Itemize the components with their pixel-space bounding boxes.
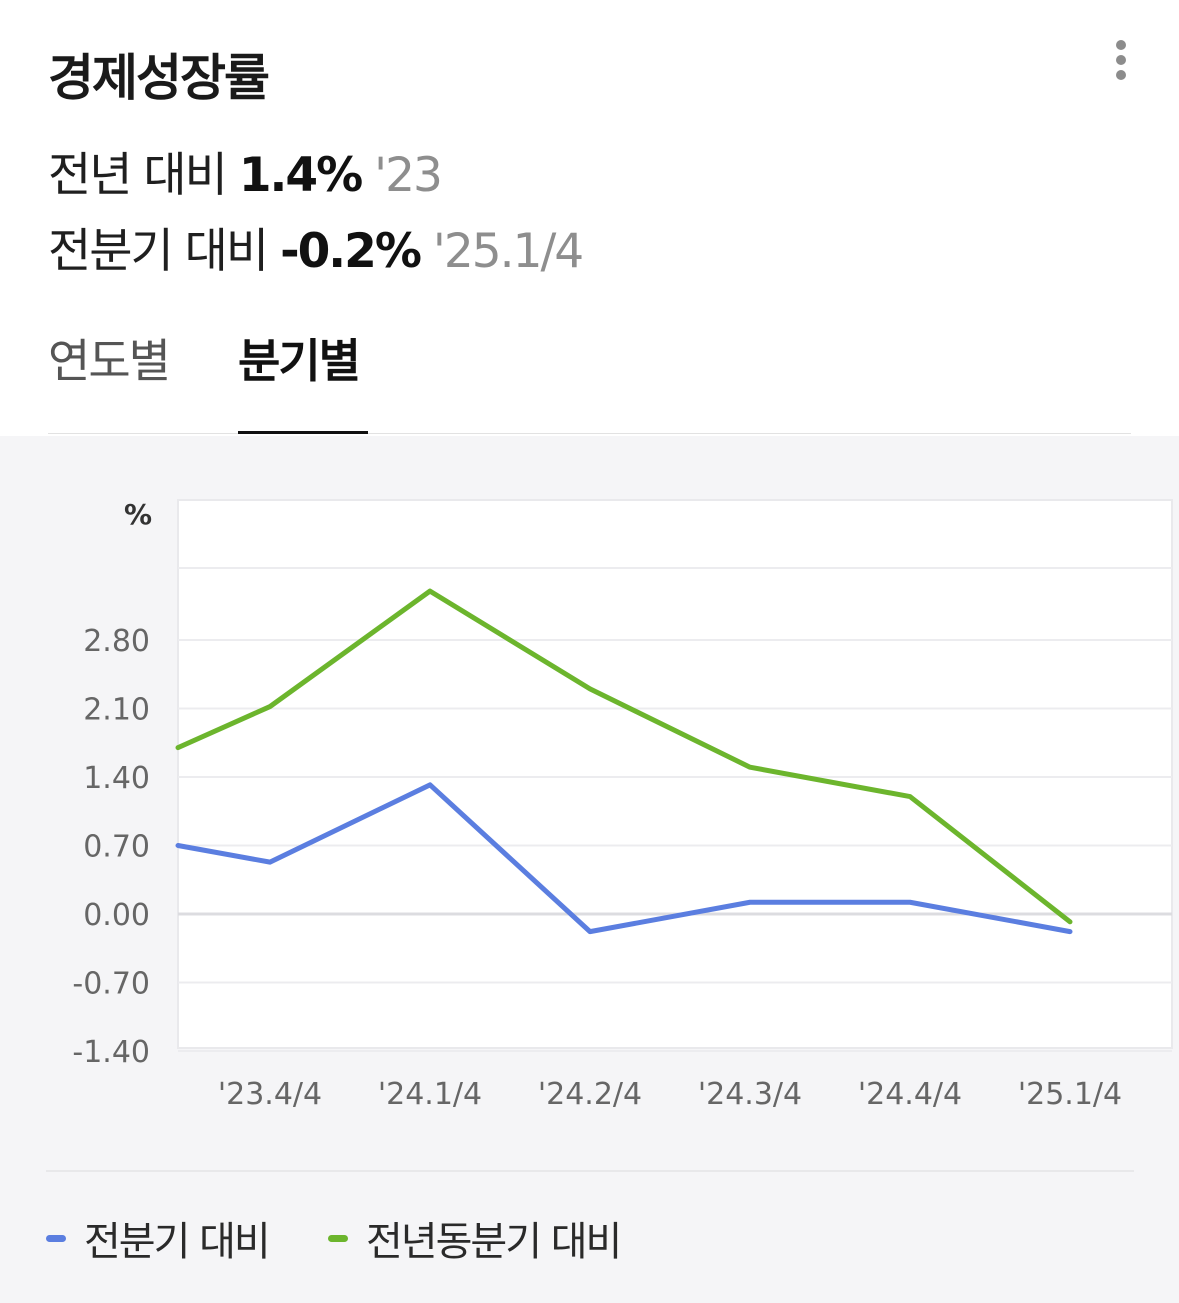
summary-qoq: 전분기 대비 -0.2% '25.1/4 — [48, 212, 584, 281]
summary-yoy-label: 전년 대비 — [48, 148, 228, 203]
legend-item-qoq: 전분기 대비 — [46, 1208, 271, 1268]
chart-area: % 2.80 2.10 1.40 0.70 0.00 -0.70 -1.40 '23.4/4… — [0, 436, 1179, 1303]
line-chart: % 2.80 2.10 1.40 0.70 0.00 -0.70 -1.40 '23.4/4… — [72, 498, 1173, 1112]
x-tick-label: '24.3/4 — [698, 1077, 802, 1112]
x-tick-label: '24.4/4 — [858, 1077, 962, 1112]
series-line-yoy — [175, 588, 1073, 925]
plot-background — [177, 499, 1173, 1049]
header: 경제성장률 전년 대비 1.4% '23 전분기 대비 -0.2% '25.1/… — [0, 0, 1179, 436]
legend-label-qoq: 전분기 대비 — [84, 1219, 271, 1265]
y-tick-label: 2.80 — [83, 624, 150, 659]
y-tick-label: 2.10 — [83, 693, 150, 728]
summary-yoy: 전년 대비 1.4% '23 — [48, 136, 443, 205]
y-tick-label: 0.00 — [83, 898, 150, 933]
legend-label-yoy: 전년동분기 대비 — [366, 1219, 622, 1265]
x-tick-label: '25.1/4 — [1018, 1077, 1122, 1112]
legend-item-yoy: 전년동분기 대비 — [328, 1208, 622, 1268]
summary-yoy-date: '23 — [374, 148, 443, 203]
y-tick-label: 0.70 — [83, 830, 150, 865]
legend-swatch-yoy — [328, 1234, 348, 1242]
tab-active-indicator — [238, 431, 368, 434]
y-tick-label: 1.40 — [83, 761, 150, 796]
series-line-qoq — [175, 782, 1073, 935]
x-tick-label: '24.2/4 — [538, 1077, 642, 1112]
more-options-icon[interactable] — [1104, 38, 1138, 82]
legend-swatch-qoq — [46, 1234, 66, 1242]
tab-divider — [48, 433, 1131, 434]
x-tick-label: '23.4/4 — [218, 1077, 322, 1112]
tab-quarterly[interactable]: 분기별 — [238, 334, 361, 388]
summary-qoq-value: -0.2% — [280, 224, 422, 279]
x-tick-label: '24.1/4 — [378, 1077, 482, 1112]
legend-divider — [46, 1170, 1134, 1172]
summary-qoq-label: 전분기 대비 — [48, 224, 269, 279]
summary-yoy-value: 1.4% — [238, 148, 363, 203]
tab-yearly[interactable]: 연도별 — [48, 334, 171, 388]
y-tick-label: -0.70 — [72, 967, 150, 1002]
page-title: 경제성장률 — [48, 49, 270, 107]
summary-qoq-date: '25.1/4 — [432, 224, 584, 279]
y-axis-unit: % — [124, 498, 152, 531]
y-tick-label: -1.40 — [72, 1035, 150, 1070]
